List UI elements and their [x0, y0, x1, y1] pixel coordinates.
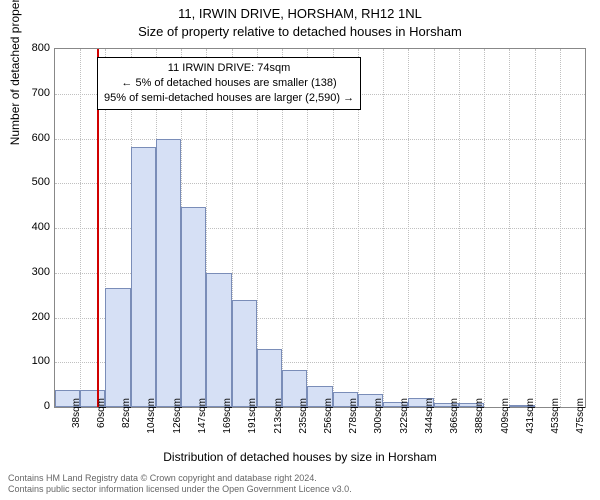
x-tick-label: 453sqm — [550, 398, 561, 446]
chart-title-sub: Size of property relative to detached ho… — [0, 24, 600, 39]
x-tick-label: 475sqm — [575, 398, 586, 446]
x-tick-label: 344sqm — [424, 398, 435, 446]
gridline-v — [434, 49, 435, 407]
histogram-bar — [105, 288, 130, 407]
gridline-v — [80, 49, 81, 407]
x-tick-label: 213sqm — [273, 398, 284, 446]
x-tick-label: 256sqm — [323, 398, 334, 446]
x-tick-label: 235sqm — [298, 398, 309, 446]
gridline-v — [484, 49, 485, 407]
annotation-line: ← 5% of detached houses are smaller (138… — [104, 76, 354, 91]
x-tick-label: 38sqm — [71, 398, 82, 446]
footer-text: Contains HM Land Registry data © Crown c… — [8, 473, 352, 496]
footer-line-1: Contains HM Land Registry data © Crown c… — [8, 473, 352, 485]
gridline-v — [535, 49, 536, 407]
x-axis-label: Distribution of detached houses by size … — [0, 450, 600, 464]
histogram-bar — [156, 139, 181, 408]
y-tick-label: 400 — [10, 221, 50, 233]
footer-line-2: Contains public sector information licen… — [8, 484, 352, 496]
gridline-v — [408, 49, 409, 407]
y-tick-label: 100 — [10, 355, 50, 367]
y-tick-label: 500 — [10, 176, 50, 188]
y-tick-label: 0 — [10, 400, 50, 412]
x-tick-label: 366sqm — [449, 398, 460, 446]
x-tick-label: 409sqm — [500, 398, 511, 446]
x-tick-label: 147sqm — [197, 398, 208, 446]
y-tick-label: 700 — [10, 87, 50, 99]
histogram-bar — [181, 207, 206, 407]
x-tick-label: 126sqm — [172, 398, 183, 446]
gridline-v — [459, 49, 460, 407]
gridline-v — [509, 49, 510, 407]
y-tick-label: 200 — [10, 311, 50, 323]
gridline-v — [560, 49, 561, 407]
y-tick-label: 600 — [10, 132, 50, 144]
annotation-line: 95% of semi-detached houses are larger (… — [104, 91, 354, 106]
plot-area: 11 IRWIN DRIVE: 74sqm← 5% of detached ho… — [54, 48, 586, 408]
y-axis-label: Number of detached properties — [8, 0, 22, 145]
gridline-h — [55, 139, 585, 140]
x-tick-label: 388sqm — [474, 398, 485, 446]
x-tick-label: 60sqm — [96, 398, 107, 446]
histogram-bar — [131, 147, 156, 407]
chart-container: 11, IRWIN DRIVE, HORSHAM, RH12 1NL Size … — [0, 0, 600, 500]
x-tick-label: 322sqm — [399, 398, 410, 446]
x-tick-label: 278sqm — [348, 398, 359, 446]
gridline-v — [383, 49, 384, 407]
histogram-bar — [206, 273, 231, 407]
x-tick-label: 104sqm — [146, 398, 157, 446]
y-tick-label: 300 — [10, 266, 50, 278]
annotation-box: 11 IRWIN DRIVE: 74sqm← 5% of detached ho… — [97, 57, 361, 110]
histogram-bar — [232, 300, 257, 407]
x-tick-label: 169sqm — [222, 398, 233, 446]
x-tick-label: 431sqm — [525, 398, 536, 446]
chart-title-main: 11, IRWIN DRIVE, HORSHAM, RH12 1NL — [0, 6, 600, 21]
x-tick-label: 82sqm — [121, 398, 132, 446]
y-tick-label: 800 — [10, 42, 50, 54]
x-tick-label: 300sqm — [373, 398, 384, 446]
annotation-line: 11 IRWIN DRIVE: 74sqm — [104, 61, 354, 76]
x-tick-label: 191sqm — [247, 398, 258, 446]
